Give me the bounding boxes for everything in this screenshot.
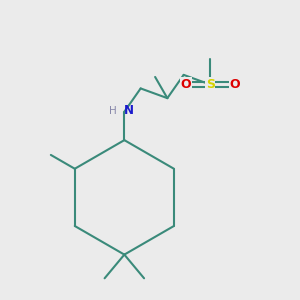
Text: O: O [181, 78, 191, 91]
Text: S: S [206, 78, 215, 91]
Text: N: N [124, 104, 134, 117]
Text: O: O [230, 78, 240, 91]
Text: H: H [110, 106, 117, 116]
